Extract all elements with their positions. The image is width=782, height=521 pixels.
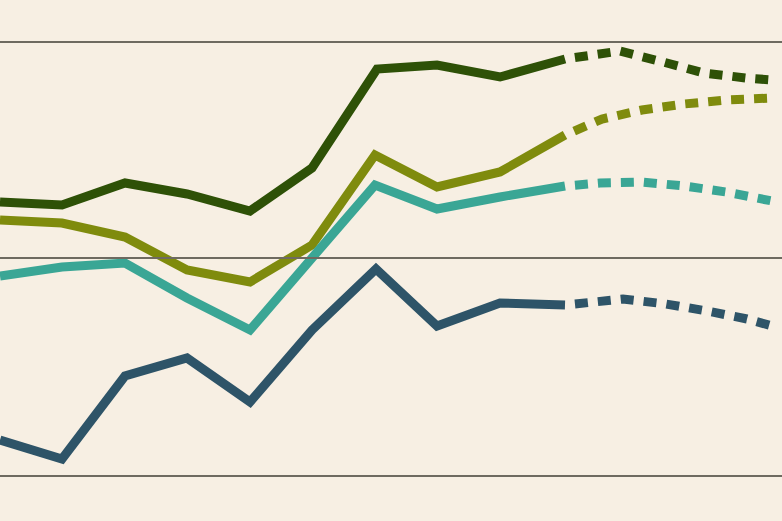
chart-canvas [0,0,782,521]
line-chart [0,0,782,521]
